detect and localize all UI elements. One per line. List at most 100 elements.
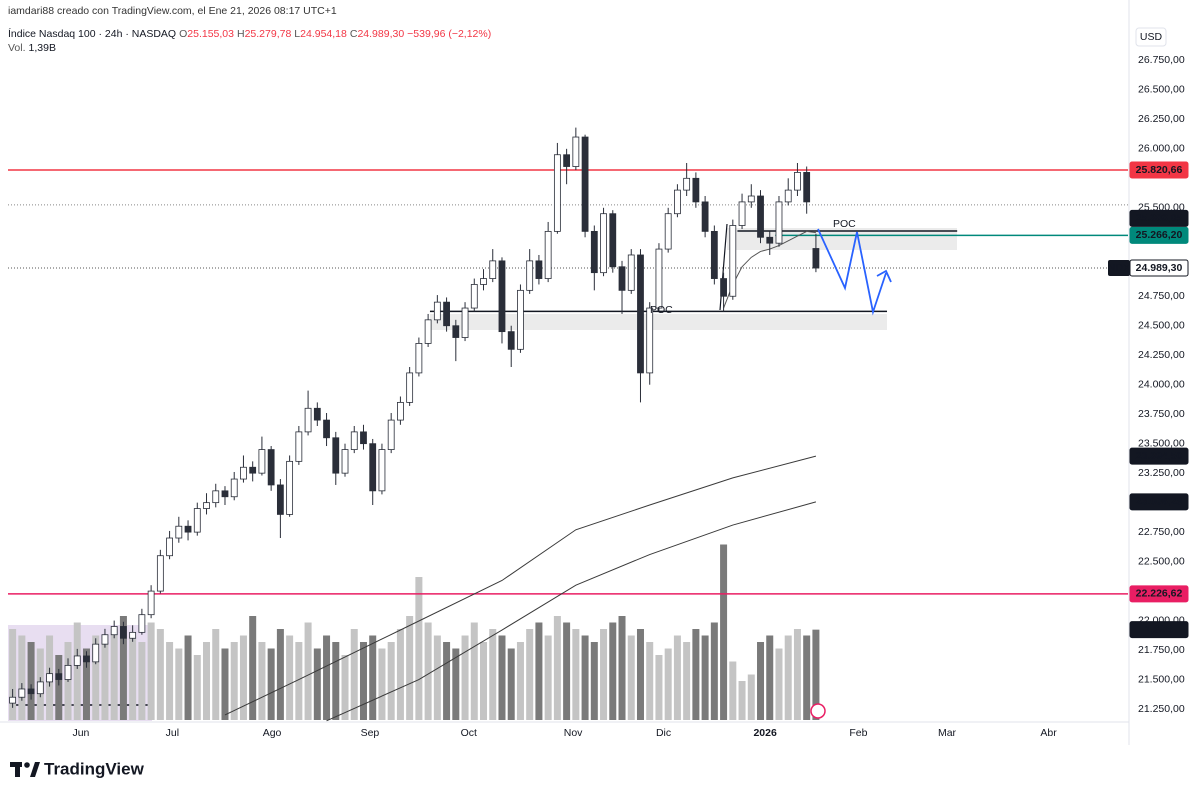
volume-bar	[443, 642, 451, 720]
candle-body	[9, 696, 17, 704]
y-tick-label: 26.250,00	[1138, 113, 1185, 125]
candle-body	[664, 213, 672, 250]
legend-value: 24.989,30	[357, 28, 405, 40]
volume-bar	[286, 635, 294, 720]
volume-bar	[664, 648, 672, 720]
price-badge	[1129, 447, 1189, 465]
volume-bar	[498, 635, 506, 720]
legend-change: −539,96 (−2,12%)	[407, 28, 492, 40]
y-tick-label: 24.000,00	[1138, 378, 1185, 390]
candle-body	[387, 419, 395, 450]
candle-body	[276, 484, 284, 515]
volume-bar	[101, 642, 109, 720]
candle-body	[710, 230, 718, 279]
volume-bar	[480, 642, 488, 720]
volume-bar	[415, 577, 423, 720]
volume-bar	[295, 642, 303, 720]
candle-body	[590, 230, 598, 274]
poc-label: POC	[833, 218, 856, 230]
y-tick-label: 22.500,00	[1138, 555, 1185, 567]
candle-body	[230, 478, 238, 498]
volume-bar	[184, 635, 192, 720]
volume-bar	[304, 622, 312, 720]
profile-box	[430, 314, 887, 330]
candle-body	[101, 634, 109, 645]
price-badge-label: 25.820,66	[1136, 164, 1183, 176]
candle-body	[267, 449, 275, 486]
candle-body	[480, 278, 487, 285]
volume-bar	[710, 622, 718, 720]
volume-bar	[166, 642, 174, 720]
volume-bar	[119, 616, 127, 720]
x-tick-label: Feb	[849, 727, 867, 739]
candle-body	[572, 136, 580, 167]
legend-key: Vol.	[8, 42, 26, 54]
volume-bar	[563, 622, 571, 720]
poc-label: POC	[650, 304, 673, 316]
volume-bar	[369, 635, 377, 720]
volume-bar	[646, 642, 654, 720]
volume-bar	[230, 642, 238, 720]
candle-body	[129, 631, 137, 639]
volume-bar	[249, 616, 257, 720]
candle-body	[147, 590, 155, 616]
y-tick-label: 26.000,00	[1138, 143, 1185, 155]
volume-bar	[572, 629, 580, 720]
volume-bar	[516, 642, 524, 720]
y-tick-label: 21.500,00	[1138, 673, 1185, 685]
candle-body	[295, 431, 303, 462]
volume-bar	[406, 616, 414, 720]
ma-line	[224, 455, 817, 716]
legend-value: 24.954,18	[300, 28, 347, 40]
volume-bar	[461, 635, 469, 720]
y-tick-label: 21.250,00	[1138, 703, 1185, 715]
candle-body	[655, 248, 663, 309]
candle-body	[110, 626, 118, 636]
volume-bar	[156, 629, 164, 720]
x-tick-label: Oct	[461, 727, 477, 739]
volume-bar	[729, 661, 737, 720]
candle-body	[517, 289, 524, 350]
candle-body	[249, 466, 257, 474]
candle-body	[563, 154, 571, 167]
candle-body	[526, 260, 534, 291]
candle-body	[286, 460, 294, 515]
volume-bar	[655, 655, 663, 720]
candle-body	[83, 655, 90, 663]
x-tick-label: Dic	[656, 727, 671, 739]
price-badge	[1129, 226, 1189, 244]
y-tick-label: 21.750,00	[1138, 644, 1185, 656]
ma-line	[326, 501, 817, 722]
candle-body	[304, 407, 312, 433]
volume-bar	[55, 655, 63, 720]
candle-body	[692, 177, 700, 203]
volume-bar	[175, 648, 183, 720]
event-icon[interactable]	[810, 703, 826, 719]
volume-bar	[803, 635, 811, 720]
price-badge-label: 23.006,28	[1136, 496, 1183, 508]
x-tick-label: 2026	[753, 727, 777, 739]
candle-body	[627, 254, 635, 291]
volume-bar	[526, 629, 534, 720]
plot	[8, 127, 1128, 722]
volume-bar	[766, 635, 774, 720]
volume-bar	[147, 622, 155, 720]
candle-body	[36, 681, 44, 695]
candle-body	[581, 136, 589, 232]
volume-bar	[720, 544, 728, 720]
volume-bar	[359, 642, 367, 720]
candle-body	[46, 673, 53, 683]
volume-bar	[221, 648, 229, 720]
volume-bar	[673, 635, 681, 720]
volume-bar	[600, 629, 608, 720]
volume-bar	[212, 629, 220, 720]
candle-body	[812, 248, 820, 269]
volume-bar	[9, 629, 17, 720]
candle-body	[221, 490, 229, 498]
candle-body	[701, 201, 709, 232]
candle-body	[240, 466, 247, 480]
currency-box[interactable]	[1135, 27, 1167, 47]
volume-bar	[544, 635, 552, 720]
candle-body	[258, 449, 266, 474]
legend-value: 1,39B	[28, 42, 56, 54]
